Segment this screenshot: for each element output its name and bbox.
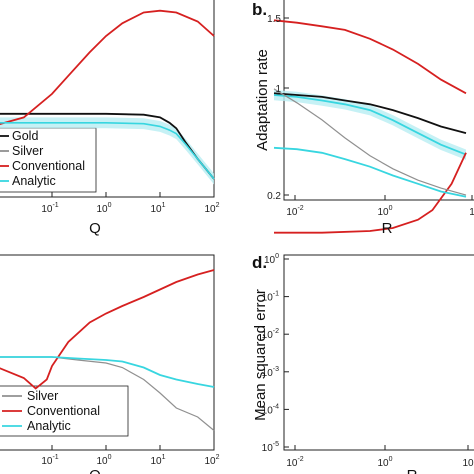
panel-d-ytick-label: 10-5 [262,441,279,454]
panel-b-xtick-label: 10-2 [286,205,303,218]
panel-d-conventional-line [274,152,467,234]
panel-a-analytic-line [0,122,215,180]
panel-c-legend-label: Conventional [27,404,100,418]
panel-a-xtick-label: 101 [150,202,165,215]
panel-d-ytick-label: 100 [264,253,279,266]
panel-b-analytic-line [273,94,467,156]
panel-d-xtick-label: 10-2 [286,456,303,469]
panel-c-xtick-label: 10-1 [41,454,58,467]
panel-a-legend-box [0,127,97,193]
panel-c-xlabel: Q [89,467,101,474]
panel-b-ytick-label: 0.2 [267,191,281,202]
panel-d-ytick-label: 10-4 [262,403,279,416]
panel-d-label: d. [252,253,267,272]
panel-a-xtick-label: 100 [96,202,111,215]
panel-c-legend-label: Silver [27,389,58,403]
panel-c-legend-label: Analytic [27,419,71,433]
panel-c-conventional-line [0,269,215,390]
panel-c-xtick-label: 102 [204,454,219,467]
panel-d-silver-line [273,88,467,196]
panel-d-ytick-label: 10-2 [262,328,279,341]
panel-a-conventional-line [0,9,215,125]
panel-b-xlabel: R [382,220,393,237]
panel-c-xtick-label: 101 [150,454,165,467]
panel-b-gold-line [273,92,467,134]
panel-c-analytic-line [0,356,215,388]
panel-a-legend-label: Conventional [12,159,85,173]
panel-a-xlabel: Q [89,220,101,237]
panel-d-ytick-label: 10-3 [262,366,279,379]
panel-d-frame [283,254,474,451]
panel-d-xtick-label: 10 [462,458,474,469]
panel-b-ytick-label: 1 [275,84,281,95]
panel-a-xtick-label: 102 [204,202,219,215]
panel-d-ytick-label: 10-1 [262,291,279,304]
series-layer [0,9,467,431]
panel-a-analytic-band [0,117,214,185]
panel-d-xlabel: R [407,467,418,474]
panel-a-legend-label: Silver [12,144,43,158]
text-layer: 10-1 100 101 102QGoldSilverConventionalAnal… [12,0,474,474]
panel-a-legend-label: Analytic [12,174,56,188]
panel-a-legend-label: Gold [12,129,38,143]
panel-b-label: b. [252,0,267,19]
panel-b-conventional-line [273,19,467,95]
panel-b-xtick-label: 100 [377,205,392,218]
panel-b-ylabel: Adaptation rate [254,49,271,151]
panel-d-analytic-line [273,146,467,198]
panel-d-xtick-label: 100 [377,456,392,469]
panel-a-xtick-label: 10-1 [41,202,58,215]
panel-b-xtick-label: 1 [469,207,474,218]
panel-c-xtick-label: 100 [96,454,111,467]
panel-d-ylabel: Mean squared error [252,289,269,421]
panel-b-ytick-label: 1.5 [267,14,281,25]
